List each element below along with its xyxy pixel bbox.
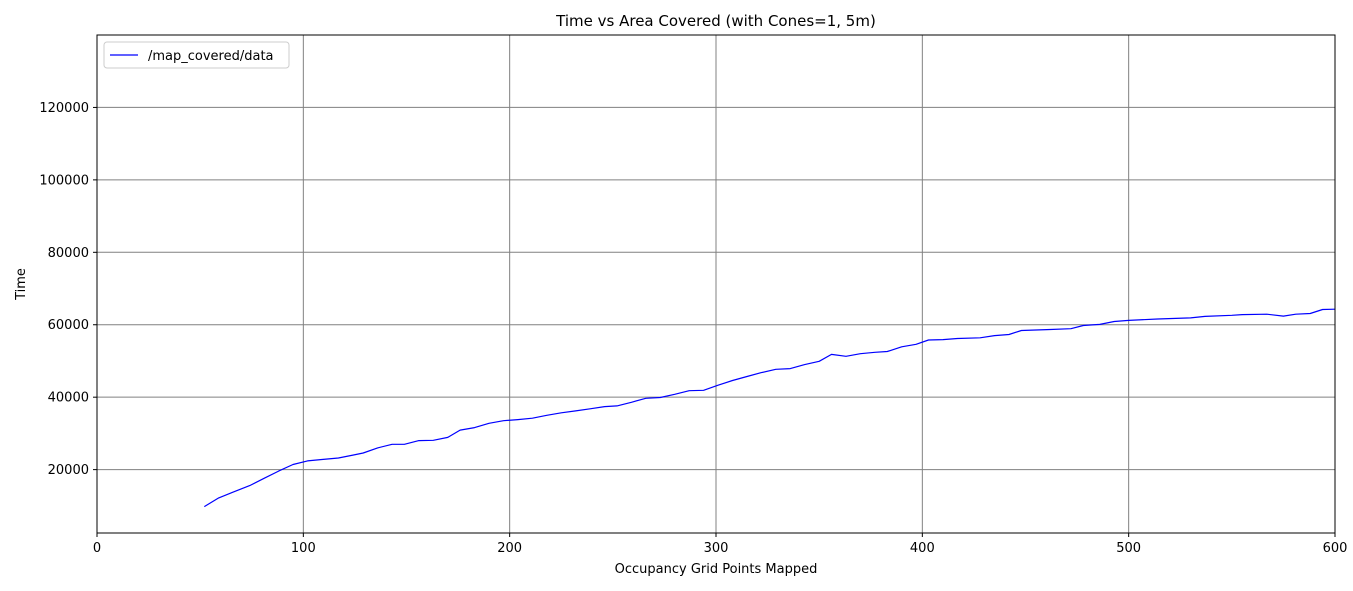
- x-axis: 0 100 200 300 400 500 600: [93, 533, 1348, 556]
- legend-entry-label: /map_covered/data: [148, 49, 274, 64]
- legend: /map_covered/data: [103, 41, 290, 69]
- x-axis-label: Occupancy Grid Points Mapped: [615, 562, 818, 577]
- x-tick-label: 400: [910, 541, 935, 556]
- y-axis-label: Time: [14, 268, 29, 301]
- grid-lines: [96, 35, 1336, 533]
- series-line: [203, 308, 1336, 508]
- legend-box: [103, 41, 290, 69]
- x-tick-label: 600: [1323, 541, 1348, 556]
- series-layer: [203, 308, 1336, 508]
- y-tick-label: 80000: [48, 246, 89, 261]
- chart-title: Time vs Area Covered (with Cones=1, 5m): [555, 12, 876, 30]
- y-tick-label: 100000: [39, 173, 89, 188]
- y-tick-label: 20000: [48, 463, 89, 478]
- y-axis: 20000 40000 60000 80000 100000 120000: [39, 101, 97, 478]
- x-tick-label: 200: [497, 541, 522, 556]
- x-tick-label: 500: [1116, 541, 1141, 556]
- x-tick-label: 100: [291, 541, 316, 556]
- y-tick-label: 120000: [39, 101, 89, 116]
- y-tick-label: 40000: [48, 391, 89, 406]
- y-tick-label: 60000: [48, 318, 89, 333]
- x-tick-label: 300: [704, 541, 729, 556]
- x-tick-label: 0: [93, 541, 101, 556]
